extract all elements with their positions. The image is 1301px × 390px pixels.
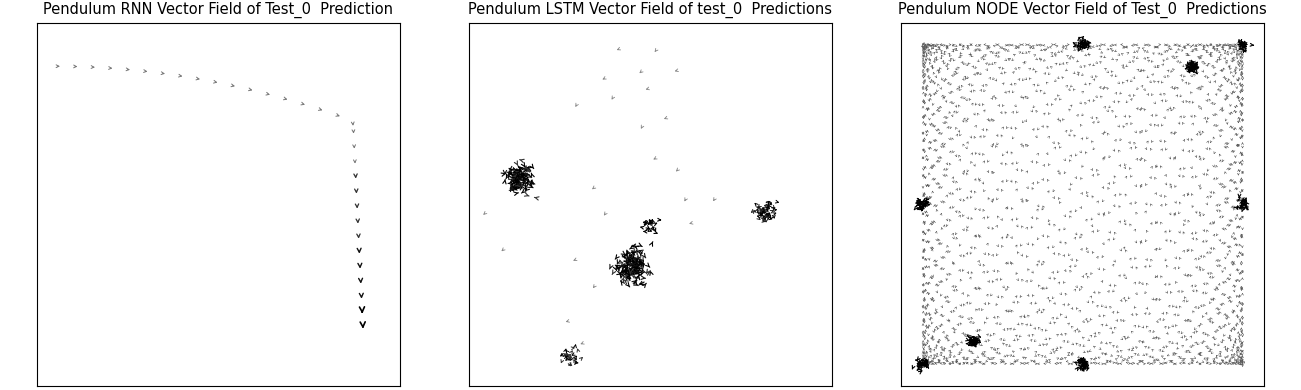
Title: Pendulum NODE Vector Field of Test_0  Predictions: Pendulum NODE Vector Field of Test_0 Pre… (899, 2, 1267, 18)
Title: Pendulum RNN Vector Field of Test_0  Prediction: Pendulum RNN Vector Field of Test_0 Pred… (43, 2, 393, 18)
Title: Pendulum LSTM Vector Field of test_0  Predictions: Pendulum LSTM Vector Field of test_0 Pre… (468, 2, 833, 18)
